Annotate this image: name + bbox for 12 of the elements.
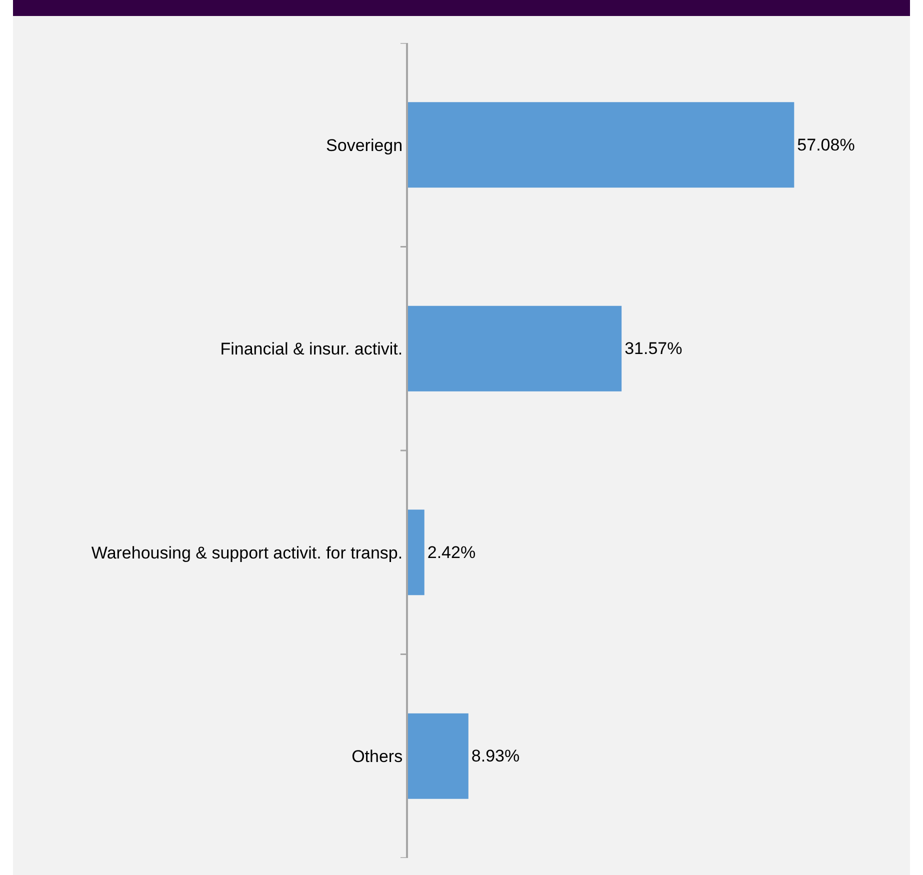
bar [408,510,424,596]
bar [408,713,468,799]
data-label: 8.93% [471,746,520,766]
bar [408,102,794,188]
y-tick-label: Financial & insur. activit. [220,340,403,359]
y-tick-label: Warehousing & support activit. for transp. [91,543,403,562]
bar [408,306,622,392]
y-tick-label: Others [352,747,403,766]
data-label: 31.57% [624,339,682,358]
data-label: 57.08% [797,135,855,154]
data-label: 2.42% [427,542,476,562]
y-tick-label: Soveriegn [326,136,403,155]
